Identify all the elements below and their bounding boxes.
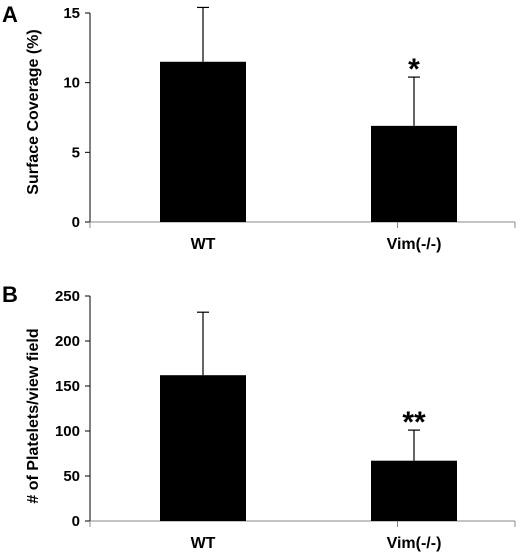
panel-b-bar-0 xyxy=(160,375,246,521)
panel-b-y-tick-label: 50 xyxy=(63,468,80,485)
panel-b-y-ticks: 0 50 100 150 200 250 xyxy=(55,288,516,530)
panel-a-letter: A xyxy=(2,2,18,27)
panel-a-category-label-1: Vim(-/-) xyxy=(387,236,442,253)
panel-b-y-tick-label: 0 xyxy=(72,513,80,530)
panel-a-y-tick-label: 5 xyxy=(72,144,80,161)
panel-b-y-axis-label: # of Platelets/view field xyxy=(25,328,42,503)
panel-a-bar-0 xyxy=(160,61,246,223)
panel-a-y-ticks: 0 5 10 15 xyxy=(63,5,516,231)
panel-b-category-label-1: Vim(-/-) xyxy=(387,535,442,552)
panel-a-category-labels: WT Vim(-/-) xyxy=(191,236,442,253)
panel-b-category-labels: WT Vim(-/-) xyxy=(191,535,442,552)
panel-b-category-label-0: WT xyxy=(191,535,216,552)
panel-a-y-axis-label: Surface Coverage (%) xyxy=(25,29,42,194)
panel-b-y-tick-label: 200 xyxy=(55,333,80,350)
panel-b-bars: ** xyxy=(160,311,457,521)
panel-a-bar-1 xyxy=(371,125,457,222)
panel-b: B # of Platelets/view field 0 50 100 150 200… xyxy=(2,282,516,552)
panel-a-category-label-0: WT xyxy=(191,236,216,253)
panel-b-letter: B xyxy=(2,282,18,307)
panel-b-y-tick-label: 100 xyxy=(55,423,80,440)
panel-b-y-tick-label: 250 xyxy=(55,288,80,305)
panel-a-y-tick-label: 0 xyxy=(72,214,80,231)
panel-a-y-tick-label: 15 xyxy=(63,5,80,22)
panel-a-y-tick-label: 10 xyxy=(63,75,80,92)
panel-a-significance-marker: * xyxy=(408,53,420,86)
panel-a: A Surface Coverage (%) 0 5 10 15 * WT Vim(-/… xyxy=(2,2,516,253)
panel-a-bars: * xyxy=(160,6,457,223)
panel-b-significance-marker: ** xyxy=(402,406,426,439)
panel-b-y-tick-label: 150 xyxy=(55,378,80,395)
panel-b-bar-1 xyxy=(371,460,457,521)
